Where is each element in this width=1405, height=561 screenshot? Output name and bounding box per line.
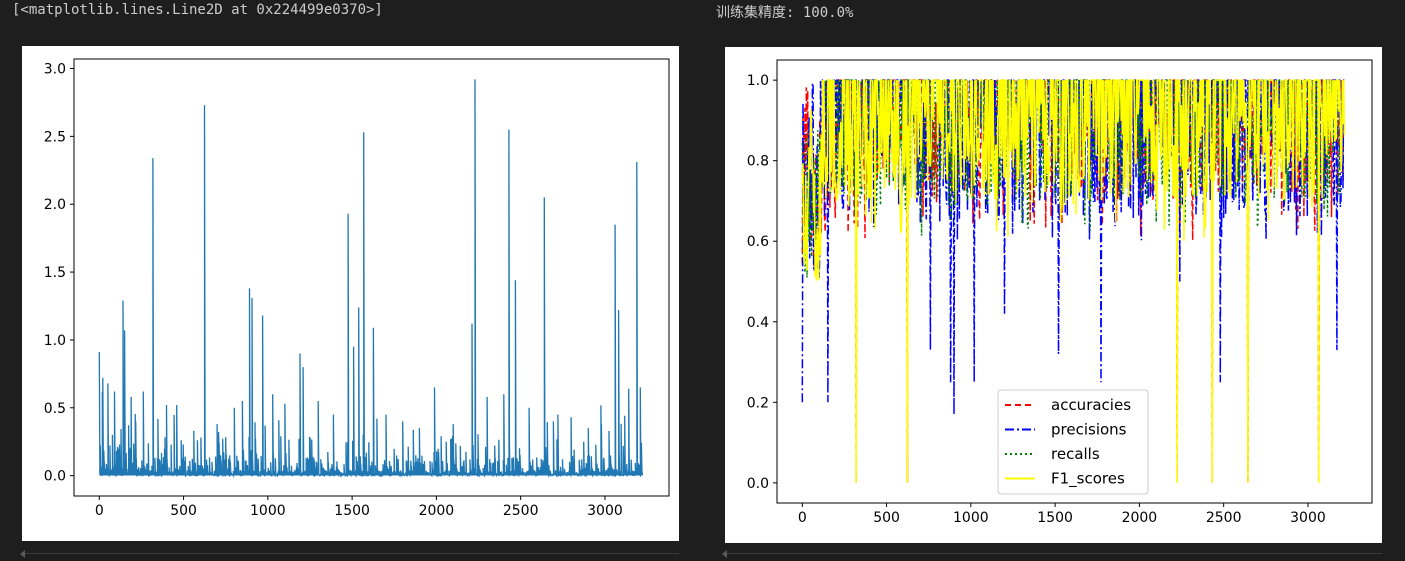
loss-x-tick-label: 0 bbox=[95, 503, 104, 519]
scrollbar-track-left[interactable] bbox=[22, 553, 679, 554]
loss-series-line bbox=[98, 79, 644, 478]
scroll-left-arrow-icon[interactable] bbox=[20, 550, 25, 558]
metrics-y-tick-label: 0.0 bbox=[747, 476, 769, 492]
metrics-chart-panel: 0 500 1000 1500 2000 2500 3000 0.0 0.2 0.4 0.6 0.8 1… bbox=[725, 47, 1382, 543]
scroll-left-arrow-icon[interactable] bbox=[722, 550, 727, 558]
legend-box bbox=[997, 389, 1149, 495]
metrics-x-tick-label: 1000 bbox=[953, 510, 989, 526]
metrics-x-tick-label: 3000 bbox=[1290, 510, 1326, 526]
loss-y-tick-label: 1.0 bbox=[44, 333, 66, 349]
metrics-line-chart: 0 500 1000 1500 2000 2500 3000 0.0 0.2 0.4 0.6 0.8 1… bbox=[747, 59, 1373, 526]
metrics-x-tick-label: 2000 bbox=[1122, 510, 1158, 526]
loss-x-tick-label: 2500 bbox=[503, 503, 539, 519]
legend-label-recalls: recalls bbox=[1051, 445, 1100, 463]
metrics-legend: accuracies precisions recalls F1_scores bbox=[997, 389, 1149, 495]
loss-y-tick-label: 2.5 bbox=[44, 129, 66, 145]
scrollbar-track-right[interactable] bbox=[725, 553, 1382, 554]
legend-label-precisions: precisions bbox=[1051, 421, 1127, 439]
metrics-x-tick-label: 2500 bbox=[1206, 510, 1242, 526]
metrics-y-tick-label: 1.0 bbox=[747, 73, 769, 89]
metrics-y-tick-label: 0.6 bbox=[747, 234, 769, 250]
metrics-y-tick-label: 0.8 bbox=[747, 154, 769, 170]
loss-axes-frame bbox=[73, 58, 670, 497]
legend-label-accuracies: accuracies bbox=[1051, 396, 1131, 414]
metrics-series-F1_scores bbox=[801, 79, 1346, 483]
metrics-x-tick-label: 500 bbox=[873, 510, 900, 526]
metrics-y-tick-label: 0.4 bbox=[747, 315, 769, 331]
loss-x-tick-label: 2000 bbox=[419, 503, 455, 519]
loss-x-tick-label: 1000 bbox=[250, 503, 286, 519]
output-text-right: 训练集精度: 100.0% bbox=[716, 5, 854, 21]
metrics-x-tick-label: 0 bbox=[798, 510, 807, 526]
output-text-left: [<matplotlib.lines.Line2D at 0x224499e03… bbox=[12, 2, 383, 18]
loss-chart-panel: 0 500 1000 1500 2000 2500 3000 0.0 0.5 1.0 1.5 2.0 2… bbox=[22, 46, 679, 541]
loss-x-tick-label: 500 bbox=[170, 503, 197, 519]
legend-label-F1_scores: F1_scores bbox=[1051, 470, 1125, 489]
loss-y-tick-label: 0.0 bbox=[44, 469, 66, 485]
metrics-x-tick-label: 1500 bbox=[1037, 510, 1073, 526]
loss-x-tick-label: 3000 bbox=[587, 503, 623, 519]
loss-y-tick-label: 1.5 bbox=[44, 265, 66, 281]
loss-y-tick-label: 3.0 bbox=[44, 62, 66, 78]
loss-y-tick-label: 2.0 bbox=[44, 197, 66, 213]
loss-line-chart: 0 500 1000 1500 2000 2500 3000 0.0 0.5 1.0 1.5 2.0 2… bbox=[44, 58, 670, 519]
loss-x-tick-label: 1500 bbox=[334, 503, 370, 519]
metrics-axes-frame bbox=[776, 59, 1373, 504]
loss-y-tick-label: 0.5 bbox=[44, 401, 66, 417]
metrics-y-tick-label: 0.2 bbox=[747, 395, 769, 411]
